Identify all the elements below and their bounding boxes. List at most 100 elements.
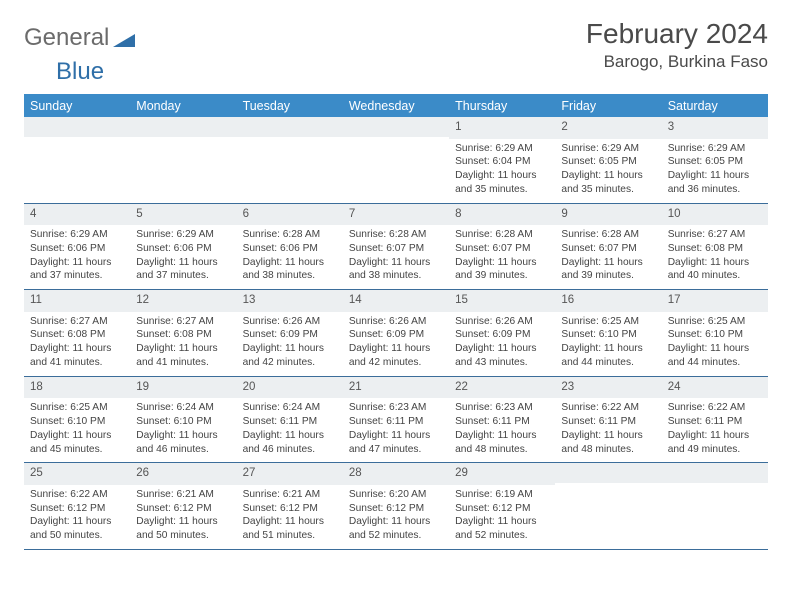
day-cell: 15Sunrise: 6:26 AMSunset: 6:09 PMDayligh… — [449, 290, 555, 376]
day-cell — [130, 117, 236, 203]
daylight-text: Daylight: 11 hours and 35 minutes. — [561, 169, 655, 197]
sunset-text: Sunset: 6:12 PM — [243, 502, 337, 516]
daylight-text: Daylight: 11 hours and 41 minutes. — [136, 342, 230, 370]
daylight-text: Daylight: 11 hours and 50 minutes. — [136, 515, 230, 543]
sunset-text: Sunset: 6:05 PM — [561, 155, 655, 169]
day-number: 23 — [555, 377, 661, 399]
brand-part1: General — [24, 24, 109, 52]
day-cell: 29Sunrise: 6:19 AMSunset: 6:12 PMDayligh… — [449, 463, 555, 549]
sunrise-text: Sunrise: 6:28 AM — [243, 228, 337, 242]
day-cell: 8Sunrise: 6:28 AMSunset: 6:07 PMDaylight… — [449, 204, 555, 290]
day-body: Sunrise: 6:26 AMSunset: 6:09 PMDaylight:… — [449, 312, 555, 376]
day-cell: 16Sunrise: 6:25 AMSunset: 6:10 PMDayligh… — [555, 290, 661, 376]
day-body: Sunrise: 6:25 AMSunset: 6:10 PMDaylight:… — [24, 398, 130, 462]
day-number: 20 — [237, 377, 343, 399]
daylight-text: Daylight: 11 hours and 52 minutes. — [349, 515, 443, 543]
day-cell: 18Sunrise: 6:25 AMSunset: 6:10 PMDayligh… — [24, 377, 130, 463]
sunrise-text: Sunrise: 6:21 AM — [243, 488, 337, 502]
sunset-text: Sunset: 6:04 PM — [455, 155, 549, 169]
day-cell: 20Sunrise: 6:24 AMSunset: 6:11 PMDayligh… — [237, 377, 343, 463]
sunrise-text: Sunrise: 6:24 AM — [243, 401, 337, 415]
day-number: 22 — [449, 377, 555, 399]
daylight-text: Daylight: 11 hours and 44 minutes. — [561, 342, 655, 370]
day-number: 8 — [449, 204, 555, 226]
sunset-text: Sunset: 6:11 PM — [668, 415, 762, 429]
sunrise-text: Sunrise: 6:26 AM — [455, 315, 549, 329]
sunset-text: Sunset: 6:11 PM — [349, 415, 443, 429]
day-header-row: Sunday Monday Tuesday Wednesday Thursday… — [24, 94, 768, 117]
daylight-text: Daylight: 11 hours and 36 minutes. — [668, 169, 762, 197]
day-body: Sunrise: 6:29 AMSunset: 6:06 PMDaylight:… — [130, 225, 236, 289]
day-body: Sunrise: 6:27 AMSunset: 6:08 PMDaylight:… — [130, 312, 236, 376]
day-number: 21 — [343, 377, 449, 399]
sunset-text: Sunset: 6:11 PM — [455, 415, 549, 429]
sunset-text: Sunset: 6:06 PM — [30, 242, 124, 256]
daylight-text: Daylight: 11 hours and 39 minutes. — [561, 256, 655, 284]
day-body: Sunrise: 6:28 AMSunset: 6:07 PMDaylight:… — [449, 225, 555, 289]
sunset-text: Sunset: 6:07 PM — [561, 242, 655, 256]
daylight-text: Daylight: 11 hours and 39 minutes. — [455, 256, 549, 284]
sunrise-text: Sunrise: 6:26 AM — [243, 315, 337, 329]
day-body: Sunrise: 6:26 AMSunset: 6:09 PMDaylight:… — [237, 312, 343, 376]
sunset-text: Sunset: 6:12 PM — [30, 502, 124, 516]
daylight-text: Daylight: 11 hours and 46 minutes. — [136, 429, 230, 457]
sunset-text: Sunset: 6:08 PM — [136, 328, 230, 342]
sunset-text: Sunset: 6:08 PM — [30, 328, 124, 342]
sunrise-text: Sunrise: 6:28 AM — [455, 228, 549, 242]
day-body: Sunrise: 6:27 AMSunset: 6:08 PMDaylight:… — [662, 225, 768, 289]
sunset-text: Sunset: 6:09 PM — [349, 328, 443, 342]
day-number: 2 — [555, 117, 661, 139]
calendar-page: General February 2024 Barogo, Burkina Fa… — [0, 0, 792, 568]
sunset-text: Sunset: 6:06 PM — [136, 242, 230, 256]
day-number: 24 — [662, 377, 768, 399]
sunset-text: Sunset: 6:08 PM — [668, 242, 762, 256]
sunset-text: Sunset: 6:11 PM — [561, 415, 655, 429]
day-body: Sunrise: 6:29 AMSunset: 6:05 PMDaylight:… — [662, 139, 768, 203]
day-body: Sunrise: 6:23 AMSunset: 6:11 PMDaylight:… — [343, 398, 449, 462]
daylight-text: Daylight: 11 hours and 42 minutes. — [243, 342, 337, 370]
sunrise-text: Sunrise: 6:29 AM — [30, 228, 124, 242]
day-cell: 13Sunrise: 6:26 AMSunset: 6:09 PMDayligh… — [237, 290, 343, 376]
sunset-text: Sunset: 6:10 PM — [136, 415, 230, 429]
day-cell: 26Sunrise: 6:21 AMSunset: 6:12 PMDayligh… — [130, 463, 236, 549]
day-body: Sunrise: 6:28 AMSunset: 6:06 PMDaylight:… — [237, 225, 343, 289]
day-number: 1 — [449, 117, 555, 139]
day-body: Sunrise: 6:20 AMSunset: 6:12 PMDaylight:… — [343, 485, 449, 549]
dayhead-sun: Sunday — [24, 94, 130, 117]
day-number: 9 — [555, 204, 661, 226]
day-body: Sunrise: 6:22 AMSunset: 6:12 PMDaylight:… — [24, 485, 130, 549]
sunrise-text: Sunrise: 6:27 AM — [668, 228, 762, 242]
day-number — [555, 463, 661, 483]
day-body: Sunrise: 6:29 AMSunset: 6:06 PMDaylight:… — [24, 225, 130, 289]
day-cell: 7Sunrise: 6:28 AMSunset: 6:07 PMDaylight… — [343, 204, 449, 290]
day-number — [24, 117, 130, 137]
day-body: Sunrise: 6:27 AMSunset: 6:08 PMDaylight:… — [24, 312, 130, 376]
sunrise-text: Sunrise: 6:24 AM — [136, 401, 230, 415]
sunset-text: Sunset: 6:12 PM — [455, 502, 549, 516]
dayhead-thu: Thursday — [449, 94, 555, 117]
day-body: Sunrise: 6:19 AMSunset: 6:12 PMDaylight:… — [449, 485, 555, 549]
dayhead-wed: Wednesday — [343, 94, 449, 117]
day-body: Sunrise: 6:24 AMSunset: 6:10 PMDaylight:… — [130, 398, 236, 462]
day-cell: 28Sunrise: 6:20 AMSunset: 6:12 PMDayligh… — [343, 463, 449, 549]
day-cell — [237, 117, 343, 203]
daylight-text: Daylight: 11 hours and 42 minutes. — [349, 342, 443, 370]
week-row: 1 Sunrise: 6:29 AM Sunset: 6:04 PM Daylight… — [24, 117, 768, 204]
daylight-text: Daylight: 11 hours and 38 minutes. — [243, 256, 337, 284]
sunrise-text: Sunrise: 6:29 AM — [561, 142, 655, 156]
day-body: Sunrise: 6:25 AMSunset: 6:10 PMDaylight:… — [662, 312, 768, 376]
sunrise-text: Sunrise: 6:22 AM — [561, 401, 655, 415]
day-body: Sunrise: 6:22 AMSunset: 6:11 PMDaylight:… — [555, 398, 661, 462]
daylight-text: Daylight: 11 hours and 49 minutes. — [668, 429, 762, 457]
day-cell: 17Sunrise: 6:25 AMSunset: 6:10 PMDayligh… — [662, 290, 768, 376]
sunrise-text: Sunrise: 6:19 AM — [455, 488, 549, 502]
sunrise-text: Sunrise: 6:28 AM — [349, 228, 443, 242]
sunset-text: Sunset: 6:05 PM — [668, 155, 762, 169]
sunrise-text: Sunrise: 6:22 AM — [30, 488, 124, 502]
sunset-text: Sunset: 6:06 PM — [243, 242, 337, 256]
day-cell — [555, 463, 661, 549]
day-number: 25 — [24, 463, 130, 485]
sunrise-text: Sunrise: 6:25 AM — [668, 315, 762, 329]
day-number: 14 — [343, 290, 449, 312]
day-cell: 1Sunrise: 6:29 AMSunset: 6:04 PMDaylight… — [449, 117, 555, 203]
